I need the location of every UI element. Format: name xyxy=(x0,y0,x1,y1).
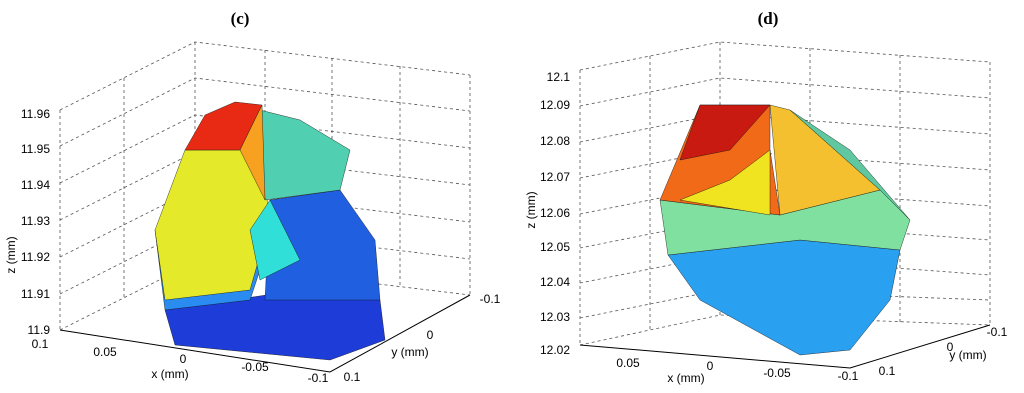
x-axis-label: x (mm) xyxy=(667,371,704,385)
x-tick-label: -0.05 xyxy=(763,366,791,380)
y-axis-label: y (mm) xyxy=(391,345,428,359)
z-tick-label: 11.9 xyxy=(28,323,51,337)
x-tick-label: -0.1 xyxy=(308,371,329,385)
y-tick-label: 0 xyxy=(947,340,954,354)
x-tick-label: 0.05 xyxy=(616,356,640,370)
z-axis-label: z (mm) xyxy=(524,191,538,228)
z-tick-label: 12.02 xyxy=(540,343,570,357)
z-tick-label: 12.03 xyxy=(540,310,570,324)
x-tick-label: 0.1 xyxy=(32,337,49,351)
x-axis-label: x (mm) xyxy=(151,367,188,381)
z-tick-label: 11.91 xyxy=(21,287,50,301)
y-tick-label: 0.1 xyxy=(879,364,896,378)
x-tick-label: 0 xyxy=(707,359,714,373)
panel-d-surface xyxy=(659,104,911,356)
z-tick-label: 11.94 xyxy=(21,178,50,192)
z-tick-label: 12.05 xyxy=(540,240,570,254)
x-tick-label: 0.05 xyxy=(93,345,117,359)
panel-c-surface xyxy=(154,101,386,361)
y-axis-label: y (mm) xyxy=(949,348,986,362)
z-tick-label: 12.07 xyxy=(540,170,570,184)
z-axis-label: z (mm) xyxy=(4,236,18,273)
x-tick-label: -0.05 xyxy=(241,360,269,374)
x-tick-label: 0 xyxy=(180,352,187,366)
panel-label: (c) xyxy=(231,9,250,28)
z-tick-label: 11.96 xyxy=(21,107,50,121)
z-tick-label: 11.95 xyxy=(21,142,50,156)
z-tick-label: 12.08 xyxy=(540,134,570,148)
z-tick-label: 12.04 xyxy=(540,275,570,289)
x-tick-label: -0.1 xyxy=(838,369,859,383)
z-tick-label: 12.1 xyxy=(547,70,571,84)
z-tick-label: 12.06 xyxy=(540,206,570,220)
z-tick-label: 11.92 xyxy=(21,250,50,264)
panel-label: (d) xyxy=(758,9,779,28)
y-tick-label: 0.1 xyxy=(344,370,361,384)
y-tick-label: 0 xyxy=(427,328,434,342)
z-tick-label: 11.93 xyxy=(21,214,50,228)
y-tick-label: -0.1 xyxy=(987,325,1008,339)
z-tick-label: 12.09 xyxy=(540,98,570,112)
y-tick-label: -0.1 xyxy=(480,292,501,306)
